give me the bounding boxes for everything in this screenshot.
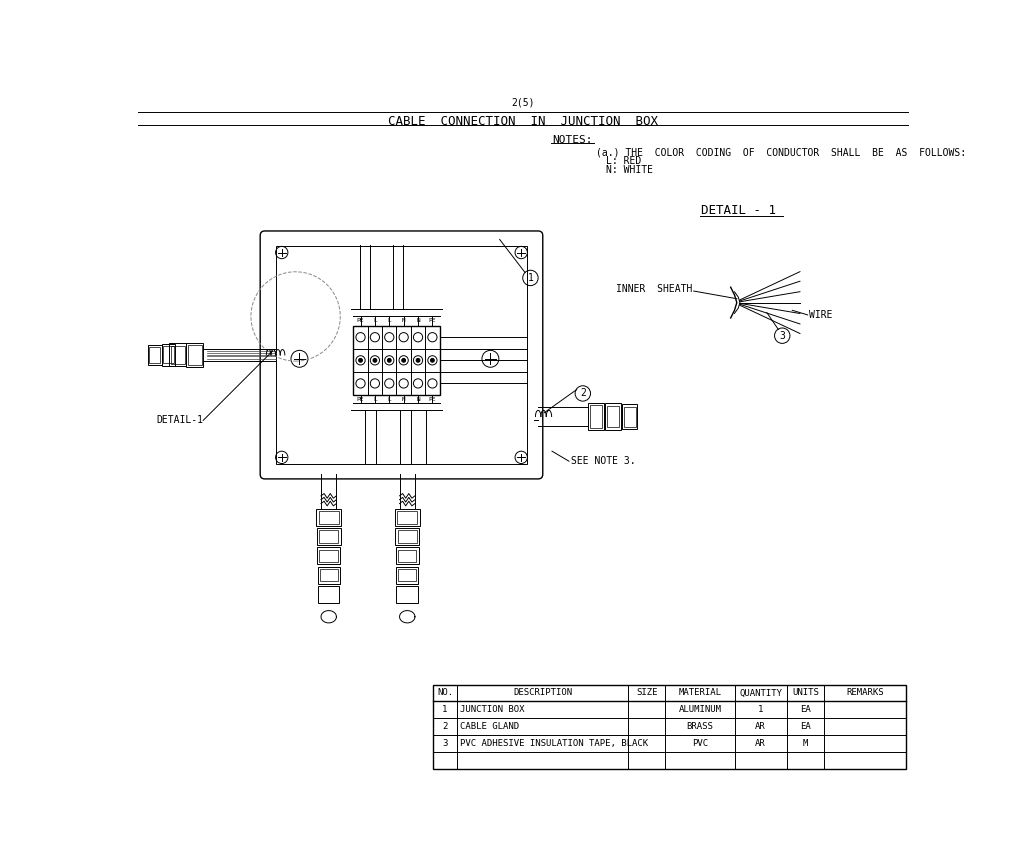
Text: EA: EA — [799, 722, 810, 732]
Circle shape — [373, 359, 376, 362]
Text: L: L — [387, 397, 390, 403]
Bar — [319, 531, 338, 543]
Text: MATERIAL: MATERIAL — [678, 688, 720, 697]
Text: PE: PE — [357, 319, 364, 323]
Bar — [161, 344, 175, 365]
Bar — [163, 346, 174, 364]
Bar — [589, 405, 601, 428]
Text: AR: AR — [754, 722, 765, 732]
Text: CABLE GLAND: CABLE GLAND — [460, 722, 519, 732]
Text: JUNCTION BOX: JUNCTION BOX — [460, 706, 524, 714]
Bar — [317, 547, 340, 565]
Text: PE: PE — [428, 319, 436, 323]
Text: N: WHITE: N: WHITE — [605, 165, 652, 175]
Bar — [319, 550, 337, 562]
Text: L: L — [373, 319, 376, 323]
Text: M: M — [802, 740, 807, 748]
Bar — [395, 528, 419, 545]
Text: 1: 1 — [757, 706, 762, 714]
Text: SEE NOTE 3.: SEE NOTE 3. — [571, 456, 635, 466]
Text: CABLE  CONNECTION  IN  JUNCTION  BOX: CABLE CONNECTION IN JUNCTION BOX — [387, 114, 657, 127]
Bar — [394, 509, 419, 526]
Bar — [148, 345, 161, 365]
Bar — [353, 326, 439, 395]
Bar — [169, 344, 186, 366]
Text: BRASS: BRASS — [686, 722, 712, 732]
Text: 3: 3 — [779, 331, 785, 340]
Text: AR: AR — [754, 740, 765, 748]
Bar — [187, 345, 202, 365]
Text: 3: 3 — [442, 740, 447, 748]
Bar — [149, 347, 160, 363]
Bar — [622, 404, 637, 429]
Text: 1: 1 — [442, 706, 447, 714]
Circle shape — [416, 359, 420, 362]
Text: QUANTITY: QUANTITY — [739, 688, 782, 697]
Bar — [317, 528, 340, 545]
Bar — [316, 509, 340, 526]
Text: 2(5): 2(5) — [511, 98, 534, 107]
Text: ALUMINUM: ALUMINUM — [678, 706, 720, 714]
Bar — [320, 569, 337, 581]
Text: 1: 1 — [527, 273, 533, 283]
Bar — [396, 511, 417, 524]
Circle shape — [387, 359, 391, 362]
Bar — [395, 547, 419, 565]
Text: 2: 2 — [442, 722, 447, 732]
Text: NOTES:: NOTES: — [552, 135, 592, 145]
Text: L: RED: L: RED — [605, 156, 641, 166]
Text: REMARKS: REMARKS — [846, 688, 882, 697]
Bar — [397, 531, 417, 543]
Text: WIRE: WIRE — [808, 310, 832, 320]
Circle shape — [401, 359, 406, 362]
Text: EA: EA — [799, 706, 810, 714]
Bar — [317, 566, 339, 584]
Text: INNER  SHEATH: INNER SHEATH — [615, 284, 692, 294]
FancyBboxPatch shape — [260, 231, 542, 479]
Bar — [398, 569, 416, 581]
Bar — [171, 346, 184, 365]
Text: NO.: NO. — [436, 688, 452, 697]
Text: PVC ADHESIVE INSULATION TAPE, BLACK: PVC ADHESIVE INSULATION TAPE, BLACK — [460, 740, 647, 748]
Text: UNITS: UNITS — [791, 688, 818, 697]
Text: N: N — [401, 319, 406, 323]
Text: N: N — [416, 397, 420, 403]
Bar — [588, 403, 603, 430]
Bar — [396, 586, 418, 603]
Text: (a.) THE  COLOR  CODING  OF  CONDUCTOR  SHALL  BE  AS  FOLLOWS:: (a.) THE COLOR CODING OF CONDUCTOR SHALL… — [595, 147, 965, 157]
Text: DETAIL - 1: DETAIL - 1 — [700, 204, 775, 216]
Bar — [186, 343, 203, 367]
Bar — [275, 246, 527, 463]
Bar — [604, 404, 620, 430]
Text: N: N — [416, 319, 420, 323]
Circle shape — [359, 359, 362, 362]
Polygon shape — [730, 288, 736, 318]
Text: N: N — [401, 397, 406, 403]
Bar — [318, 586, 339, 603]
Text: PE: PE — [428, 397, 436, 403]
Text: DESCRIPTION: DESCRIPTION — [513, 688, 572, 697]
Bar — [623, 406, 635, 427]
Circle shape — [430, 359, 434, 362]
Text: 2: 2 — [580, 389, 585, 398]
Text: PE: PE — [357, 397, 364, 403]
Text: PVC: PVC — [691, 740, 707, 748]
Text: L: L — [387, 319, 390, 323]
Bar — [395, 566, 418, 584]
Bar — [318, 511, 338, 524]
Text: L: L — [373, 397, 376, 403]
Text: DETAIL-1: DETAIL-1 — [157, 416, 204, 425]
Bar — [432, 684, 905, 769]
Bar — [606, 406, 619, 427]
Text: SIZE: SIZE — [636, 688, 657, 697]
Bar — [397, 550, 416, 562]
